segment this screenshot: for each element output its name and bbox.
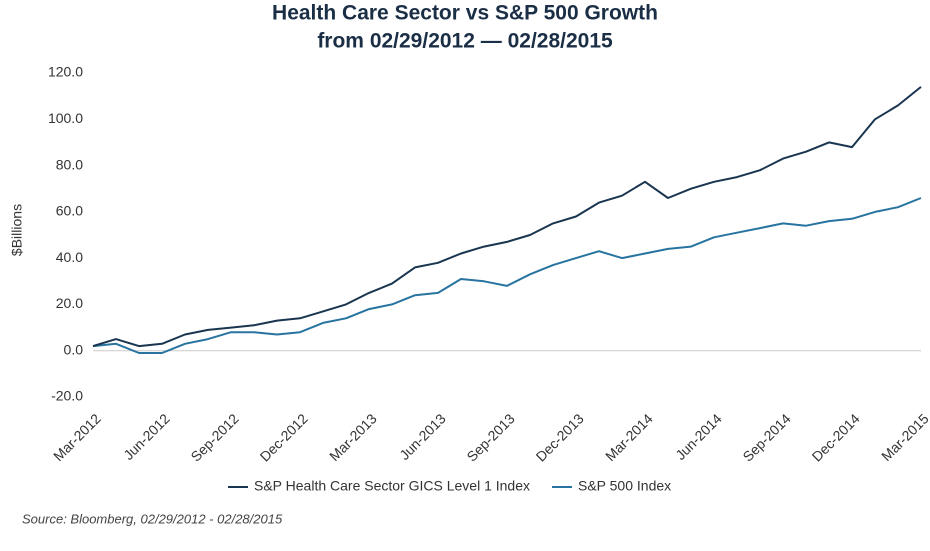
x-tick-label: Jun-2013 xyxy=(396,410,449,463)
source: Source: Bloomberg, 02/29/2012 - 02/28/20… xyxy=(22,511,283,526)
y-tick-label: 80.0 xyxy=(56,156,83,172)
x-tick-label: Dec-2012 xyxy=(257,410,311,464)
y-tick-label: 0.0 xyxy=(64,341,84,357)
x-tick-label: Jun-2014 xyxy=(672,410,725,463)
y-tick-label: 120.0 xyxy=(48,64,83,80)
y-tick-label: 20.0 xyxy=(56,295,83,311)
x-tick-label: Sep-2013 xyxy=(463,410,517,464)
x-tick-label: Mar-2012 xyxy=(50,410,104,464)
y-tick-label: 100.0 xyxy=(48,110,83,126)
y-tick-label: 40.0 xyxy=(56,249,83,265)
x-tick-label: Dec-2013 xyxy=(533,410,587,464)
series-line xyxy=(92,86,922,348)
chart-title: from 02/29/2012 — 02/28/2015 xyxy=(317,30,613,53)
x-tick-label: Sep-2012 xyxy=(187,410,241,464)
legend-label: S&P 500 Index xyxy=(578,478,671,494)
chart-title: Health Care Sector vs S&P 500 Growth xyxy=(272,2,658,25)
y-tick-label: 60.0 xyxy=(56,203,83,219)
series-line xyxy=(92,197,922,354)
y-tick-label: -20.0 xyxy=(51,388,83,404)
y-axis-label: $Billions xyxy=(9,204,25,256)
x-tick-label: Dec-2014 xyxy=(809,410,863,464)
x-tick-label: Sep-2014 xyxy=(739,410,793,464)
x-tick-label: Mar-2015 xyxy=(878,410,930,464)
x-tick-label: Jun-2012 xyxy=(120,410,173,463)
x-tick-label: Mar-2014 xyxy=(602,410,656,464)
legend-label: S&P Health Care Sector GICS Level 1 Inde… xyxy=(254,478,530,494)
x-tick-label: Mar-2013 xyxy=(326,410,380,464)
